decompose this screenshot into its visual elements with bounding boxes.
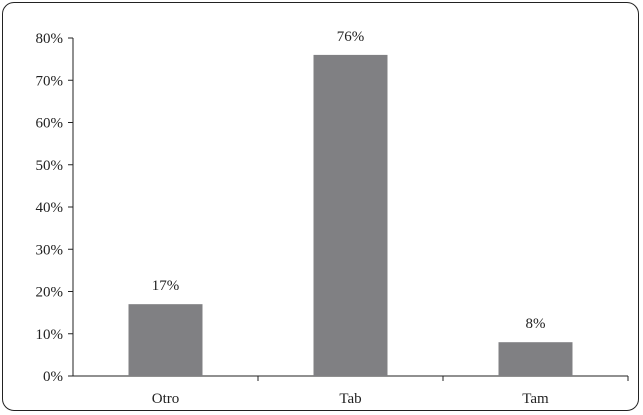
y-tick-label: 80% [36,31,64,47]
bars-group [128,54,573,377]
x-category-label: Otro [152,391,180,407]
x-category-label: Tam [522,391,549,407]
bar-value-label: 17% [152,278,180,294]
y-tick-label: 70% [36,73,64,89]
y-tick-label: 40% [36,200,64,216]
bar-tab [313,54,388,377]
y-tick-label: 50% [36,158,64,174]
y-tick-label: 20% [36,285,64,301]
y-tick-label: 60% [36,116,64,132]
bar-tam [498,342,573,376]
y-tick-label: 30% [36,242,64,258]
bar-value-label: 76% [337,29,365,45]
bar-value-label: 8% [526,316,546,332]
x-axis-labels: Otro Tab Tam [152,376,629,407]
bar-otro [128,304,203,376]
y-tick-label: 0% [43,369,63,385]
x-category-label: Tab [339,391,361,407]
y-tick-label: 10% [36,327,64,343]
y-axis-ticks: 0% 10% 20% 30% 40% 50% 60% 70% 80% [36,31,73,385]
data-labels: 17% 76% 8% [152,29,546,332]
